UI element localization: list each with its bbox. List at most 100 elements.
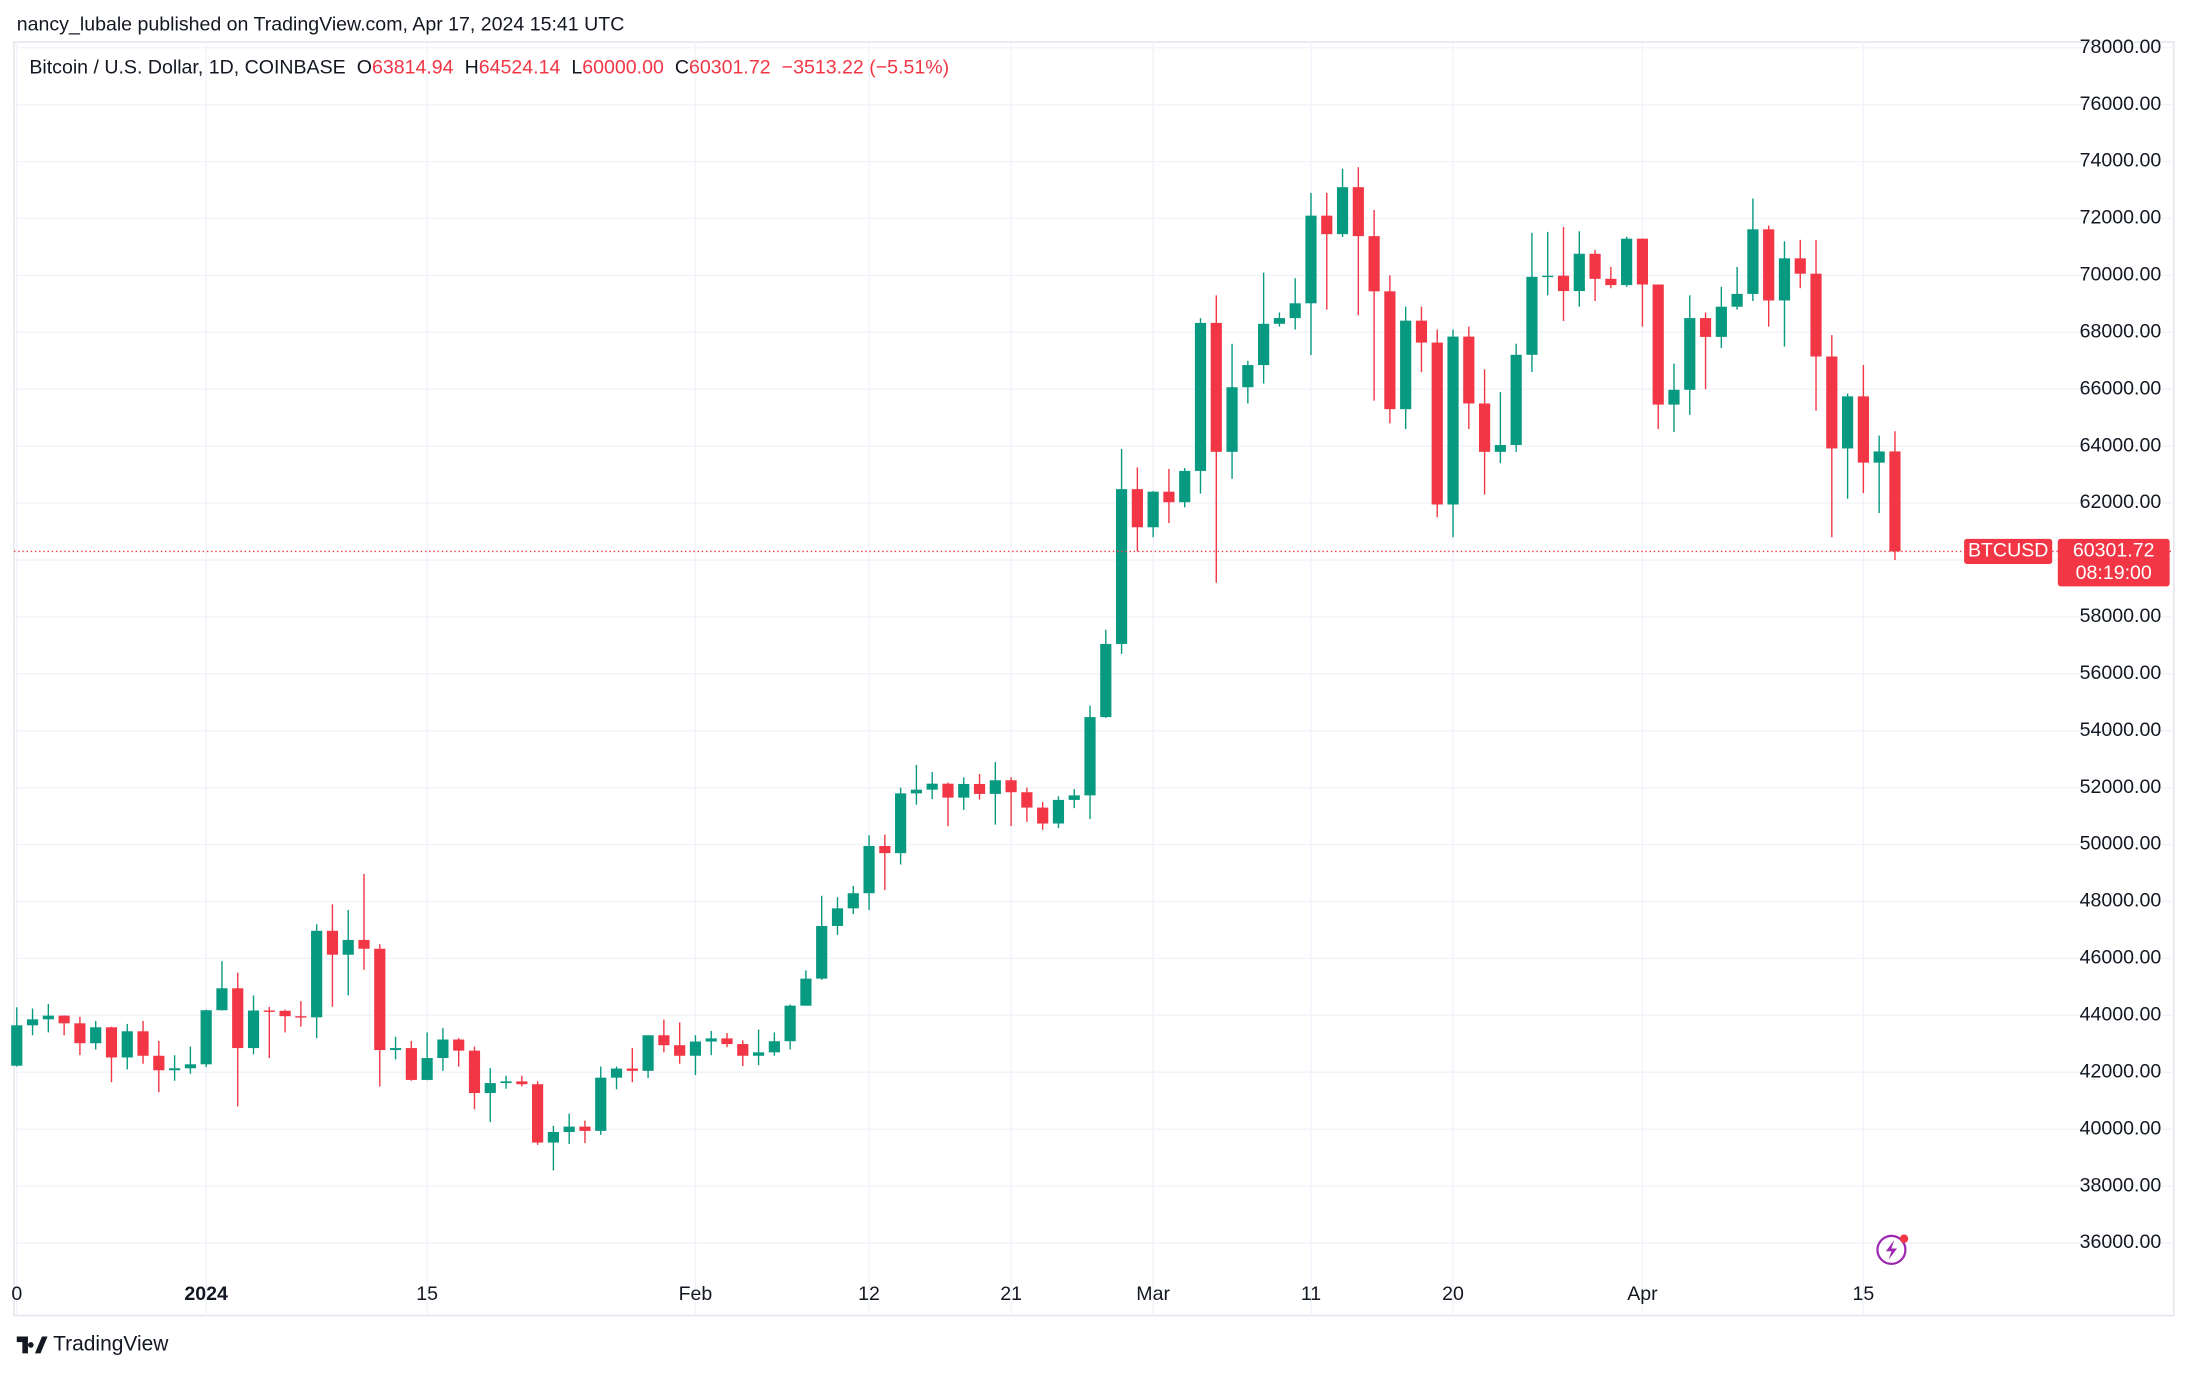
candle-body [200, 1010, 212, 1065]
candle-body [1068, 795, 1080, 800]
candle-body [1100, 643, 1112, 718]
y-tick-label: 50000.00 [2080, 833, 2162, 855]
candle-body [405, 1048, 417, 1080]
legend-open: 63814.94 [372, 57, 454, 79]
candle-body [1763, 229, 1775, 301]
x-tick-label: 11 [1301, 1283, 1321, 1305]
candle-body [1336, 187, 1349, 235]
candle-body [942, 783, 954, 798]
candle-body [863, 846, 875, 894]
candle-body [1242, 365, 1254, 388]
candle-body [1589, 253, 1601, 279]
y-tick-label: 70000.00 [2080, 264, 2162, 286]
y-tick-label: 44000.00 [2080, 1004, 2162, 1026]
candle-body [1542, 275, 1554, 278]
y-tick-label: 40000.00 [2080, 1117, 2162, 1139]
candle-body [1210, 322, 1222, 452]
snapshot-icon [1876, 1234, 1909, 1265]
candle-body [1826, 356, 1838, 449]
candle-body [1778, 258, 1791, 301]
candle-body [1478, 403, 1491, 452]
footer: TradingView [53, 1332, 169, 1355]
candle-body [721, 1038, 733, 1045]
y-tick-label: 52000.00 [2080, 776, 2162, 798]
candle-body [232, 988, 244, 1049]
x-tick-label: Apr [1627, 1283, 1658, 1305]
y-tick-label: 68000.00 [2080, 320, 2162, 342]
y-tick-label: 48000.00 [2080, 890, 2162, 912]
candle-body [1715, 306, 1727, 337]
candle-body [547, 1132, 559, 1143]
candle-body [1636, 238, 1649, 285]
y-tick-label: 76000.00 [2080, 93, 2162, 115]
candle-body [1431, 342, 1443, 505]
candle-body [1052, 799, 1065, 824]
x-tick-label: 0 [11, 1283, 22, 1305]
legend-h: H [465, 57, 479, 79]
y-tick-label: 56000.00 [2080, 662, 2162, 684]
candle-body [42, 1015, 54, 1020]
candle-body [1889, 451, 1901, 552]
y-tick-label: 42000.00 [2080, 1060, 2162, 1082]
candle-body [1384, 291, 1396, 410]
candle-body [831, 908, 844, 926]
candle-body [1463, 336, 1475, 404]
candle-body [658, 1035, 670, 1046]
y-tick-label: 46000.00 [2080, 947, 2162, 969]
candle-body [752, 1052, 765, 1056]
candle-body [816, 925, 828, 979]
x-tick-label: Mar [1136, 1283, 1170, 1305]
candle-body [1573, 253, 1585, 292]
x-tick-label: 12 [858, 1283, 880, 1305]
candle-body [610, 1068, 623, 1078]
candle-body [169, 1068, 181, 1071]
candle-body [389, 1048, 402, 1051]
candle-body [1668, 389, 1680, 405]
candle-body [768, 1041, 780, 1053]
y-tick-label: 78000.00 [2080, 36, 2162, 58]
candle-body [121, 1031, 133, 1058]
candle-body [847, 893, 859, 909]
candle-body [1621, 238, 1633, 286]
candle-body [1794, 258, 1806, 274]
y-tick-label: 36000.00 [2080, 1231, 2162, 1253]
countdown-label: 08:19:00 [2076, 562, 2152, 584]
candle-body [1021, 792, 1033, 808]
candle-body [1305, 215, 1317, 304]
x-tick-label: 15 [416, 1283, 438, 1305]
candle-body [74, 1023, 86, 1044]
legend-change: −3513.22 (−5.51%) [782, 57, 950, 79]
candles [11, 167, 2174, 1171]
candle-body [311, 930, 323, 1018]
candle-body [437, 1039, 449, 1059]
candle-body [484, 1083, 496, 1094]
candle-body [1273, 318, 1286, 324]
candle-body [895, 793, 907, 854]
candle-body [1842, 396, 1854, 449]
candle-body [1115, 489, 1128, 644]
candle-body [705, 1038, 717, 1042]
candle-body [358, 939, 370, 949]
candle-body [595, 1077, 607, 1131]
candle-body [247, 1010, 260, 1049]
axis: 36000.00 38000.00 40000.00 42000.00 44000.00… [11, 36, 2170, 1305]
candle-body [784, 1005, 796, 1042]
candle-body [263, 1010, 275, 1012]
candle-body [532, 1084, 544, 1143]
candle-body [1510, 354, 1522, 446]
candle-body [58, 1015, 70, 1024]
x-tick-label: 21 [1000, 1283, 1022, 1305]
y-tick-label: 38000.00 [2080, 1174, 2162, 1196]
candle-body [1037, 807, 1049, 824]
y-tick-label: 74000.00 [2080, 150, 2162, 172]
candle-body [1352, 187, 1364, 237]
legend-o: O [357, 57, 372, 79]
legend-close: 60301.72 [689, 57, 771, 79]
candle-body [1005, 780, 1017, 793]
x-tick-label: 15 [1852, 1283, 1874, 1305]
candle-body [563, 1126, 575, 1133]
x-tick-label: 2024 [184, 1283, 228, 1305]
candle-body [295, 1016, 307, 1018]
candle-body [642, 1035, 654, 1071]
